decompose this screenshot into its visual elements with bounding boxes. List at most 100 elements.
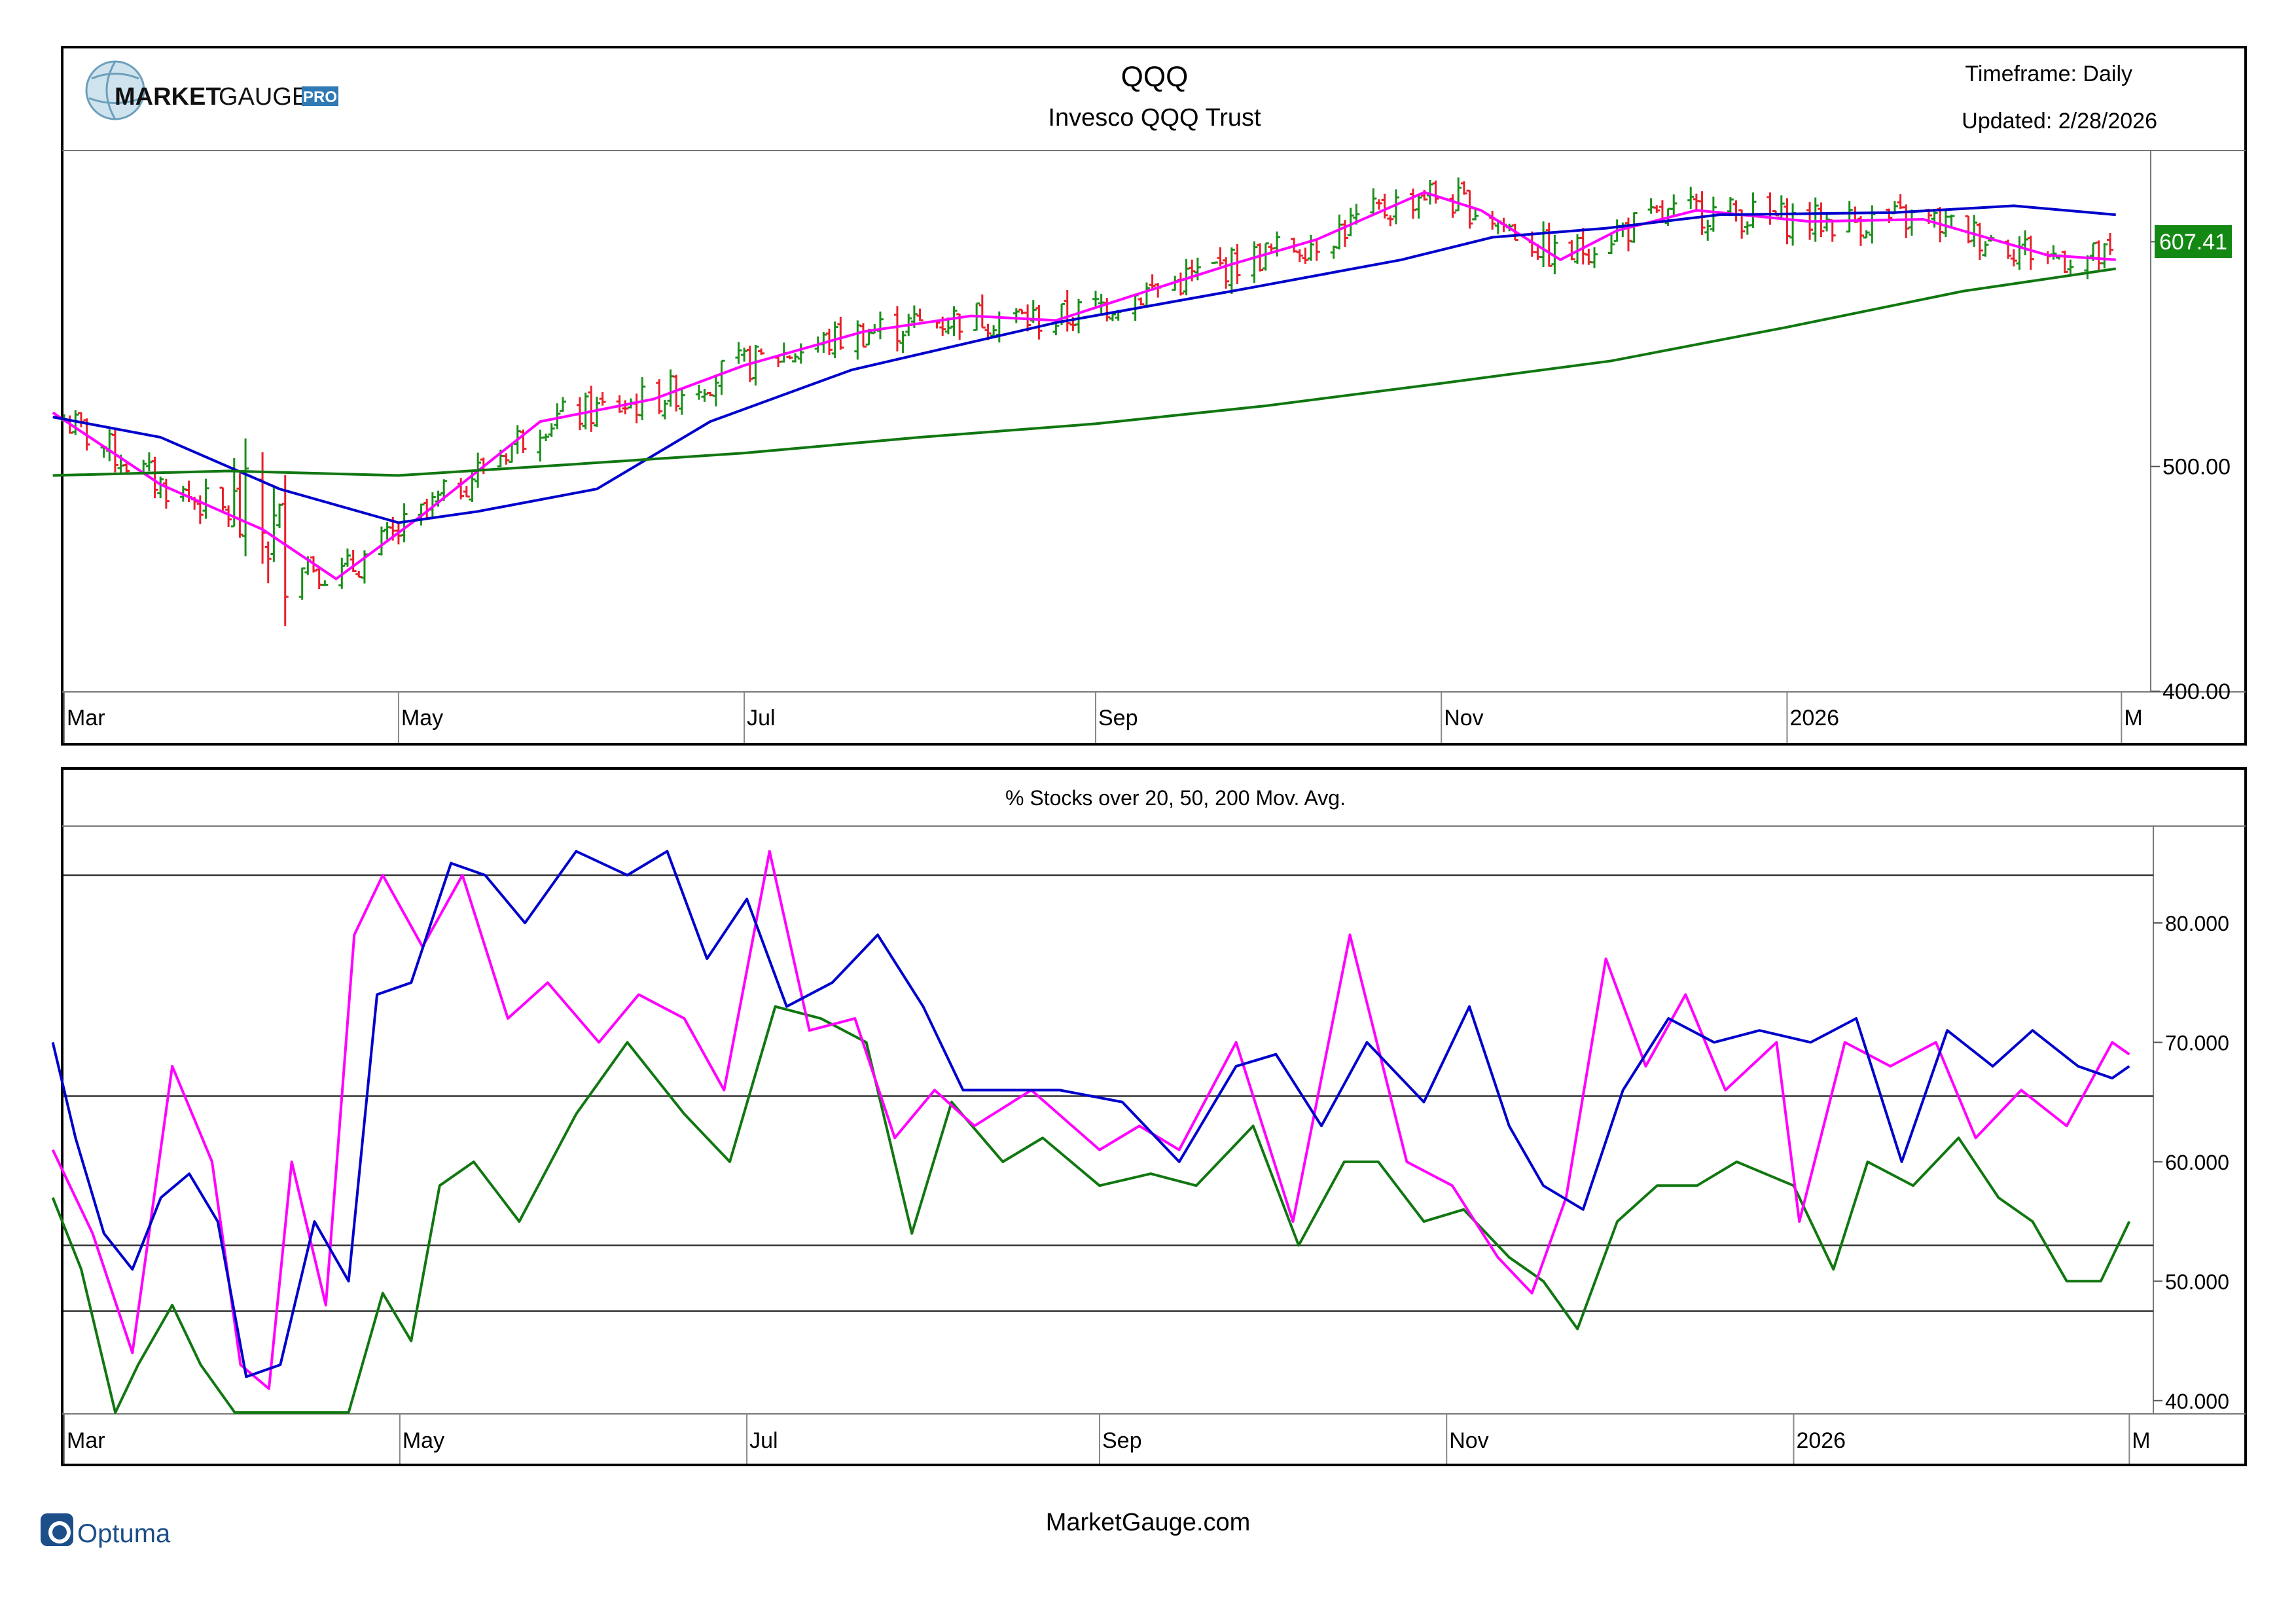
optuma-icon-mark xyxy=(48,1521,71,1543)
breadth-ytick-label: 70.000 xyxy=(2165,1031,2229,1055)
ohlc-bar xyxy=(1749,192,1757,228)
ohlc-bar xyxy=(1392,189,1399,225)
ma50-line xyxy=(52,204,2116,524)
breadth-xtick-label: 2026 xyxy=(1796,1428,1846,1453)
ohlc-bar xyxy=(2027,235,2034,270)
ma200-line xyxy=(52,267,2116,477)
ohlc-bar xyxy=(1370,188,1377,215)
ohlc-bar xyxy=(758,348,765,355)
breadth-xtick-label: Sep xyxy=(1102,1428,1142,1453)
ohlc-bar xyxy=(1211,261,1218,264)
ohlc-bar xyxy=(2067,259,2074,275)
ohlc-bar xyxy=(1013,308,1020,323)
ohlc-bar xyxy=(1064,290,1071,332)
ohlc-bar xyxy=(1591,247,1598,268)
breadth-ytick-label: 80.000 xyxy=(2165,912,2229,935)
price-xtick-label: 2026 xyxy=(1789,706,1839,731)
ohlc-bar xyxy=(1948,214,1955,227)
ohlc-bar xyxy=(276,503,283,528)
ohlc-bar xyxy=(2010,249,2017,267)
ohlc-bar xyxy=(1466,189,1473,229)
ohlc-bar xyxy=(225,505,232,527)
moving-averages xyxy=(52,190,2116,581)
breadth-series xyxy=(51,850,2131,1414)
pct200-line xyxy=(51,1005,2131,1414)
price-xtick-label: M xyxy=(2124,706,2142,731)
ohlc-bar xyxy=(219,486,226,511)
ohlc-bar xyxy=(1455,177,1462,211)
ohlc-bar xyxy=(123,461,130,473)
ohlc-bar xyxy=(1818,202,1825,238)
ohlc-bar xyxy=(1653,205,1660,213)
ohlc-bar xyxy=(560,397,567,412)
ohlc-bar xyxy=(242,438,249,556)
ohlc-bar xyxy=(859,323,867,348)
ohlc-bar xyxy=(1976,223,1983,261)
breadth-panel: % Stocks over 20, 50, 200 Mov. Avg. 80.0… xyxy=(51,767,2247,1466)
ohlc-bar xyxy=(1035,304,1043,340)
ohlc-bar xyxy=(543,433,550,442)
ohlc-bar xyxy=(1687,187,1695,209)
ohlc-bar xyxy=(678,389,685,415)
ohlc-bar xyxy=(1670,194,1677,215)
ohlc-bar xyxy=(1251,241,1258,283)
globe-icon-meridian xyxy=(88,61,142,120)
ohlc-bar xyxy=(639,377,646,420)
breadth-x-axis: Mar May Jul Sep Nov 2026 M xyxy=(63,1414,2151,1464)
ohlc-bar xyxy=(1223,257,1230,289)
price-panel: MARKET GAUGE PRO QQQ Invesco QQQ Trust T… xyxy=(52,46,2247,746)
ohlc-bar xyxy=(111,429,118,473)
ohlc-bar xyxy=(1052,323,1060,336)
logo-text-light: GAUGE xyxy=(219,83,308,111)
ohlc-bar xyxy=(950,306,958,336)
ohlc-bar xyxy=(1863,230,1870,239)
ohlc-bar xyxy=(1387,215,1394,226)
updated-label: Updated: 2/28/2026 xyxy=(1962,109,2157,134)
ohlc-bar xyxy=(695,384,702,400)
ohlc-bar xyxy=(1846,201,1853,233)
footer-site: MarketGauge.com xyxy=(1045,1509,1251,1536)
ohlc-bar xyxy=(978,294,986,329)
ohlc-bar xyxy=(548,423,555,437)
price-x-axis: Mar May Jul Sep Nov 2026 M xyxy=(63,692,2143,743)
logo-badge: PRO xyxy=(303,88,337,106)
ohlc-bar xyxy=(1727,197,1734,213)
ohlc-bar xyxy=(1228,247,1235,295)
ohlc-bar xyxy=(1308,234,1315,261)
ma20-line xyxy=(52,190,2116,581)
ohlc-bar xyxy=(503,453,510,465)
last-price-badge-bg xyxy=(2155,225,2232,258)
ohlc-bar xyxy=(1347,208,1354,236)
ohlc-bar xyxy=(344,549,351,567)
ohlc-bar xyxy=(554,403,561,429)
ohlc-bar xyxy=(1784,198,1791,245)
ohlc-bar xyxy=(1415,195,1422,219)
ohlc-bar xyxy=(1149,274,1156,291)
ohlc-bar xyxy=(792,353,799,363)
ohlc-bar xyxy=(378,526,385,556)
ohlc-bar xyxy=(1432,180,1439,204)
ohlc-bar xyxy=(1931,208,1938,228)
ohlc-bar xyxy=(1971,215,1978,247)
ohlc-bar xyxy=(616,395,623,413)
optuma-brand: Optuma xyxy=(77,1519,171,1548)
breadth-panel-frame xyxy=(61,767,2247,1466)
ohlc-bar xyxy=(2107,232,2114,255)
ohlc-bar xyxy=(622,400,629,414)
price-xtick-label: Sep xyxy=(1098,706,1138,731)
price-xtick-label: Nov xyxy=(1444,706,1483,731)
price-xtick-label: May xyxy=(401,706,443,731)
ohlc-bar xyxy=(1262,242,1269,271)
ohlc-bar xyxy=(281,475,289,626)
ohlc-bar xyxy=(1812,197,1819,242)
ohlc-bar xyxy=(270,485,278,562)
ohlc-bar xyxy=(797,343,804,364)
breadth-xtick-label: May xyxy=(403,1428,444,1453)
ohlc-bar xyxy=(1704,219,1712,241)
ohlc-bar xyxy=(588,386,595,432)
price-panel-frame xyxy=(61,46,2247,746)
breadth-xtick-label: Mar xyxy=(67,1428,105,1453)
marketgauge-logo: MARKET GAUGE PRO xyxy=(85,60,338,120)
ohlc-bar xyxy=(1296,249,1303,262)
